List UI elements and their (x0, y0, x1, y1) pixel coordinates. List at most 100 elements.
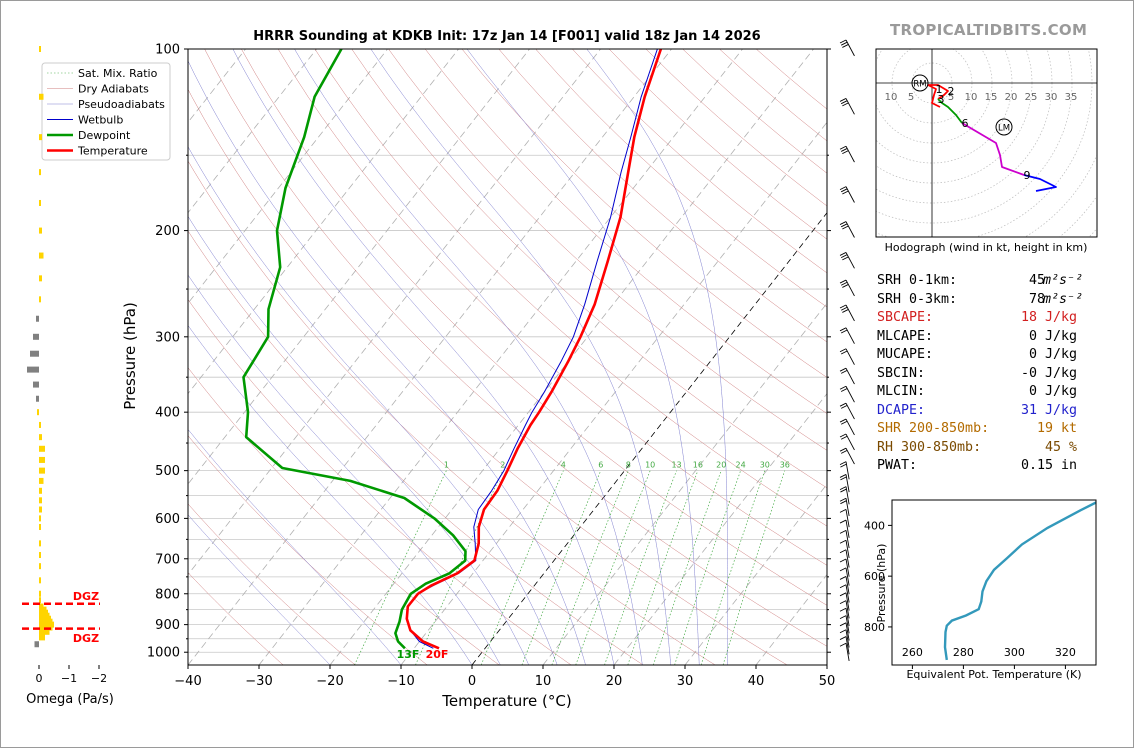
index-label: MLCAPE: (877, 328, 934, 344)
wind-barb-flag (839, 508, 847, 513)
wind-barb (839, 549, 850, 568)
wind-barb (839, 39, 855, 57)
pseudoadiabat-line (370, 49, 672, 665)
hodograph-marker (995, 118, 1013, 136)
omega-bar (39, 134, 42, 141)
wind-barb-flag (842, 284, 849, 288)
index-label: SRH 0-3km: (877, 291, 958, 307)
omega-x-axis-label: Omega (Pa/s) (26, 692, 114, 707)
y-tick-label: 500 (155, 464, 180, 479)
wind-barb (839, 145, 855, 163)
wind-barb-staff (845, 622, 850, 641)
omega-bar (39, 590, 41, 597)
wind-barb-staff (845, 327, 855, 344)
wind-barb-staff (845, 279, 855, 297)
wind-barb-flag (842, 190, 849, 195)
wind-barb-staff (845, 636, 850, 655)
wind-barb (839, 615, 850, 634)
wind-barb-staff (845, 447, 855, 465)
legend-label: Temperature (77, 145, 148, 158)
x-tick-label: 0 (468, 674, 476, 689)
pseudoadiabat-line (188, 514, 331, 665)
omega-bar (39, 477, 44, 484)
index-value: 18 J/kg (1020, 310, 1077, 325)
wind-barb-flag (840, 223, 848, 228)
wind-barb (839, 367, 855, 385)
omega-bar (33, 333, 39, 340)
index-label: MLCIN: (877, 384, 926, 399)
dgz-label-bottom: DGZ (73, 632, 99, 645)
index-value: 0.15 in (1020, 458, 1077, 473)
omega-bar (39, 252, 44, 259)
omega-bar (39, 628, 50, 635)
wind-barb (839, 221, 855, 238)
wind-barb-staff (845, 486, 850, 505)
wind-barb-staff (845, 509, 850, 528)
mixing-ratio-line (551, 470, 629, 665)
wind-barb-flag (840, 148, 848, 152)
theta-e-profile (943, 501, 1096, 661)
hodograph-ring-label: 15 (985, 92, 998, 103)
omega-bar (39, 93, 44, 100)
omega-bar (39, 606, 47, 613)
chart-title: HRRR Sounding at KDKB Init: 17z Jan 14 [… (253, 29, 760, 44)
wind-barb-flag (842, 225, 849, 230)
wind-barb (839, 497, 850, 517)
wind-barb-flag (839, 145, 847, 150)
wind-barb-flag (842, 102, 849, 107)
wind-barb-flag (839, 529, 847, 534)
dry-adiabat-line (535, 49, 827, 308)
hodograph-marker-label: RM (913, 80, 926, 90)
wind-barb-flag (839, 576, 847, 580)
wind-barb-staff (845, 386, 855, 403)
mixing-ratio-label: 16 (693, 461, 703, 470)
index-value: 78 (1028, 291, 1045, 307)
isotherm-line (188, 49, 672, 665)
dry-adiabat-line (425, 49, 827, 414)
omega-bar (39, 169, 41, 176)
omega-bar (39, 445, 45, 452)
wind-barb-staff (845, 643, 850, 662)
wind-barb-flag (839, 447, 847, 452)
mixing-ratio-label: 36 (780, 461, 790, 470)
wind-barb-flag (840, 463, 847, 468)
theta-e-y-tick-label: 800 (864, 621, 885, 634)
wind-barb-flag (839, 461, 847, 466)
isotherm-line (188, 49, 317, 214)
omega-bar (39, 612, 50, 619)
pseudoadiabat-line (188, 325, 473, 665)
x-tick-label: −20 (316, 674, 343, 689)
x-tick-label: 20 (606, 674, 623, 689)
hodograph-area: 10 5 5 10 15 20 25 30 35 1 23 6 9 RM LM (876, 49, 1097, 237)
x-tick-label: 40 (748, 674, 765, 689)
mixing-ratio-line (674, 470, 741, 665)
wind-barb-staff (845, 576, 850, 595)
mixing-ratio-label: 6 (598, 461, 603, 470)
dry-adiabat-line (188, 367, 500, 665)
wind-barb-flag (840, 369, 848, 374)
y-tick-label: 900 (155, 618, 180, 633)
hodograph-marker (911, 74, 929, 92)
theta-e-x-axis-label: Equivalent Pot. Temperature (K) (906, 668, 1081, 681)
index-row: MLCAPE: 0 J/kg (877, 328, 1107, 347)
mixing-ratio-line (480, 470, 564, 665)
omega-bar (39, 199, 41, 206)
index-row: MLCIN: 0 J/kg (877, 383, 1107, 402)
dry-adiabat-line (461, 49, 827, 378)
omega-bar (27, 366, 39, 373)
isotherm-line (258, 49, 743, 665)
legend-label: Dry Adiabats (78, 83, 149, 96)
wind-barb-flag (839, 539, 847, 544)
legend-label: Wetbulb (78, 114, 123, 127)
hodograph-height-label: 9 (1024, 169, 1031, 182)
wind-barb-flag (839, 584, 847, 589)
index-value: -0 J/kg (1020, 365, 1077, 381)
x-tick-label: 50 (819, 674, 836, 689)
wind-barb-staff (845, 615, 850, 634)
wind-barb-staff (845, 584, 850, 603)
wind-barb-flag (840, 435, 848, 440)
wind-barb-flag (839, 642, 847, 647)
wind-barb (839, 461, 850, 480)
mixing-ratio-label: 8 (626, 461, 631, 470)
wind-barb-staff (845, 348, 855, 365)
